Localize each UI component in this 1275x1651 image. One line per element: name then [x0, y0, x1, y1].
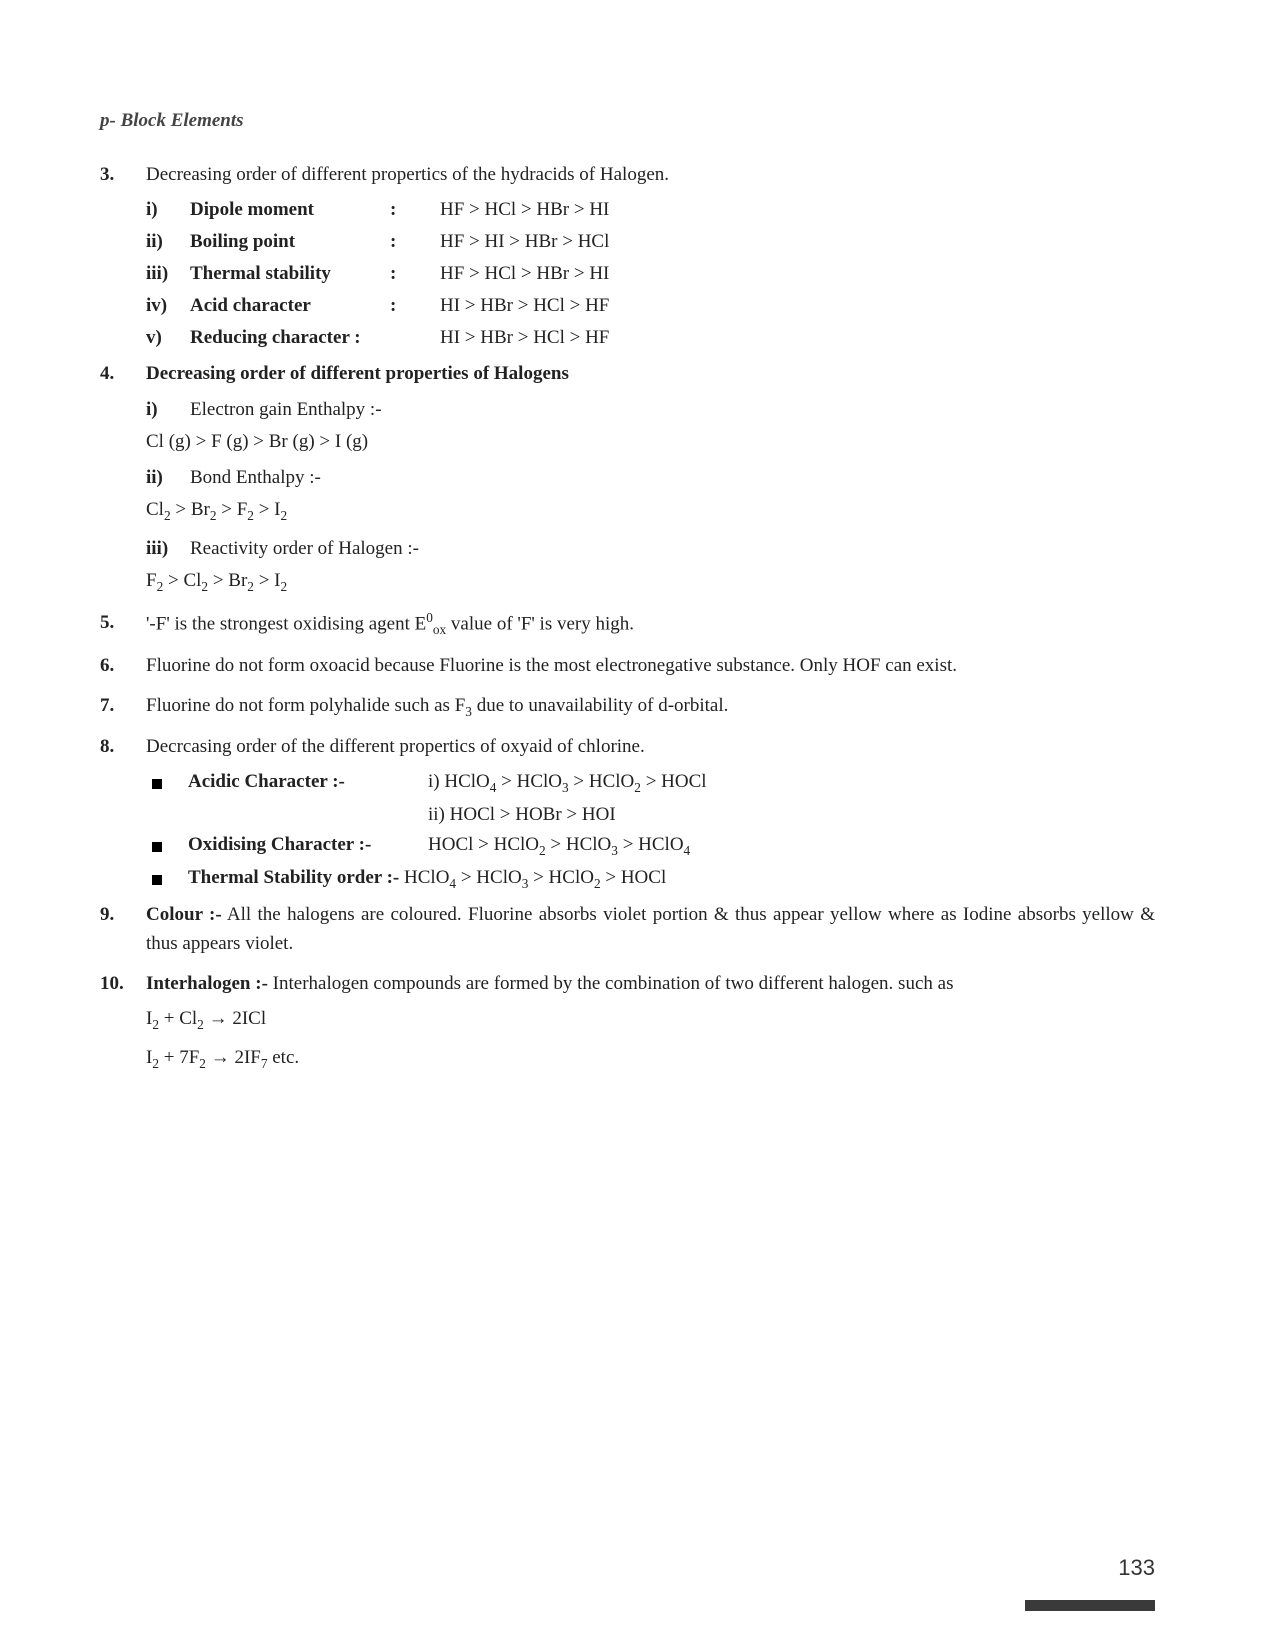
item-4-subitems: i)Electron gain Enthalpy :- Cl (g) > F (g… — [146, 399, 1155, 595]
equation-2: I2 + 7F2 → 2IF7 etc. — [146, 1047, 1155, 1072]
square-bullet-icon — [152, 779, 162, 789]
formula: Cl2 > Br2 > F2 > I2 — [146, 499, 1155, 524]
item-4-text: Decreasing order of different properties… — [146, 359, 1155, 388]
page: p- Block Elements 3. Decreasing order of… — [0, 0, 1275, 1651]
equation-1: I2 + Cl2 → 2ICl — [146, 1008, 1155, 1033]
bullet-label: Acidic Character :- — [188, 771, 428, 793]
item-9: 9. Colour :- All the halogens are colour… — [100, 900, 1155, 959]
property-label: Reducing character : — [190, 327, 440, 349]
colon: : — [390, 295, 440, 317]
formula: Cl (g) > F (g) > Br (g) > I (g) — [146, 431, 1155, 453]
sub-label: Bond Enthalpy :- — [190, 467, 321, 489]
sub-item: ii)Bond Enthalpy :- Cl2 > Br2 > F2 > I2 — [146, 467, 1155, 524]
colon: : — [390, 263, 440, 285]
bullet-content: Thermal Stability order :- HClO4 > HClO3… — [188, 867, 666, 892]
bullet-row: Thermal Stability order :- HClO4 > HClO3… — [146, 867, 1155, 892]
item-6-text: Fluorine do not form oxoacid because Flu… — [146, 651, 1155, 680]
item-10-equations: I2 + Cl2 → 2ICl I2 + 7F2 → 2IF7 etc. — [146, 1008, 1155, 1072]
item-8-text: Decrcasing order of the different proper… — [146, 732, 1155, 761]
page-number: 133 — [1118, 1555, 1155, 1581]
sub-num: ii) — [146, 467, 190, 489]
sub-label: Electron gain Enthalpy :- — [190, 399, 382, 421]
bullet-label: Oxidising Character :- — [188, 834, 428, 856]
item-4: 4. Decreasing order of different propert… — [100, 359, 1155, 388]
property-row: ii)Boiling point:HF > HI > HBr > HCl — [146, 231, 1155, 253]
property-row: i)Dipole moment:HF > HCl > HBr > HI — [146, 199, 1155, 221]
item-5-text: '-F' is the strongest oxidising agent E0… — [146, 608, 1155, 641]
property-value: HF > HCl > HBr > HI — [440, 199, 1155, 221]
item-6: 6. Fluorine do not form oxoacid because … — [100, 651, 1155, 680]
item-10-num: 10. — [100, 969, 146, 998]
bullet-extra: ii) HOCl > HOBr > HOI — [428, 804, 1155, 826]
chapter-header: p- Block Elements — [100, 110, 1155, 132]
item-9-num: 9. — [100, 900, 146, 959]
item-7-text: Fluorine do not form polyhalide such as … — [146, 691, 1155, 722]
formula: F2 > Cl2 > Br2 > I2 — [146, 570, 1155, 595]
sub-num: v) — [146, 327, 190, 349]
item-10-text: Interhalogen :- Interhalogen compounds a… — [146, 969, 1155, 998]
property-label: Boiling point — [190, 231, 390, 253]
property-label: Dipole moment — [190, 199, 390, 221]
item-10: 10. Interhalogen :- Interhalogen compoun… — [100, 969, 1155, 998]
property-label: Acid character — [190, 295, 390, 317]
bullet-row: Oxidising Character :-HOCl > HClO2 > HCl… — [146, 834, 1155, 859]
item-7: 7. Fluorine do not form polyhalide such … — [100, 691, 1155, 722]
sub-label: Reactivity order of Halogen :- — [190, 538, 419, 560]
item-5-num: 5. — [100, 608, 146, 641]
item-9-text: Colour :- All the halogens are coloured.… — [146, 900, 1155, 959]
item-8-num: 8. — [100, 732, 146, 761]
sub-num: iv) — [146, 295, 190, 317]
colon: : — [390, 231, 440, 253]
property-value: HF > HCl > HBr > HI — [440, 263, 1155, 285]
item-8: 8. Decrcasing order of the different pro… — [100, 732, 1155, 761]
item-3-num: 3. — [100, 160, 146, 189]
item-6-num: 6. — [100, 651, 146, 680]
footer-bar — [1025, 1600, 1155, 1611]
item-3-text: Decreasing order of different propertics… — [146, 160, 1155, 189]
sub-num: i) — [146, 399, 190, 421]
item-3: 3. Decreasing order of different propert… — [100, 160, 1155, 189]
sub-item: iii)Reactivity order of Halogen :- F2 > C… — [146, 538, 1155, 595]
property-value: HF > HI > HBr > HCl — [440, 231, 1155, 253]
bullet-value: HOCl > HClO2 > HClO3 > HClO4 — [428, 834, 1155, 859]
square-bullet-icon — [152, 875, 162, 885]
sub-num: iii) — [146, 538, 190, 560]
item-5: 5. '-F' is the strongest oxidising agent… — [100, 608, 1155, 641]
item-7-num: 7. — [100, 691, 146, 722]
sub-num: iii) — [146, 263, 190, 285]
property-label: Thermal stability — [190, 263, 390, 285]
square-bullet-icon — [152, 842, 162, 852]
bullet-row: Acidic Character :-i) HClO4 > HClO3 > HC… — [146, 771, 1155, 796]
item-8-bullets: Acidic Character :-i) HClO4 > HClO3 > HC… — [146, 771, 1155, 891]
sub-num: i) — [146, 199, 190, 221]
property-value: HI > HBr > HCl > HF — [440, 295, 1155, 317]
sub-num: ii) — [146, 231, 190, 253]
property-row: iii)Thermal stability:HF > HCl > HBr > H… — [146, 263, 1155, 285]
colon: : — [390, 199, 440, 221]
sub-item: i)Electron gain Enthalpy :- Cl (g) > F (g… — [146, 399, 1155, 453]
item-4-num: 4. — [100, 359, 146, 388]
property-value: HI > HBr > HCl > HF — [440, 327, 1155, 349]
property-row: iv)Acid character:HI > HBr > HCl > HF — [146, 295, 1155, 317]
bullet-value: i) HClO4 > HClO3 > HClO2 > HOCl — [428, 771, 1155, 796]
item-3-subitems: i)Dipole moment:HF > HCl > HBr > HIii)Bo… — [146, 199, 1155, 349]
property-row: v)Reducing character :HI > HBr > HCl > H… — [146, 327, 1155, 349]
